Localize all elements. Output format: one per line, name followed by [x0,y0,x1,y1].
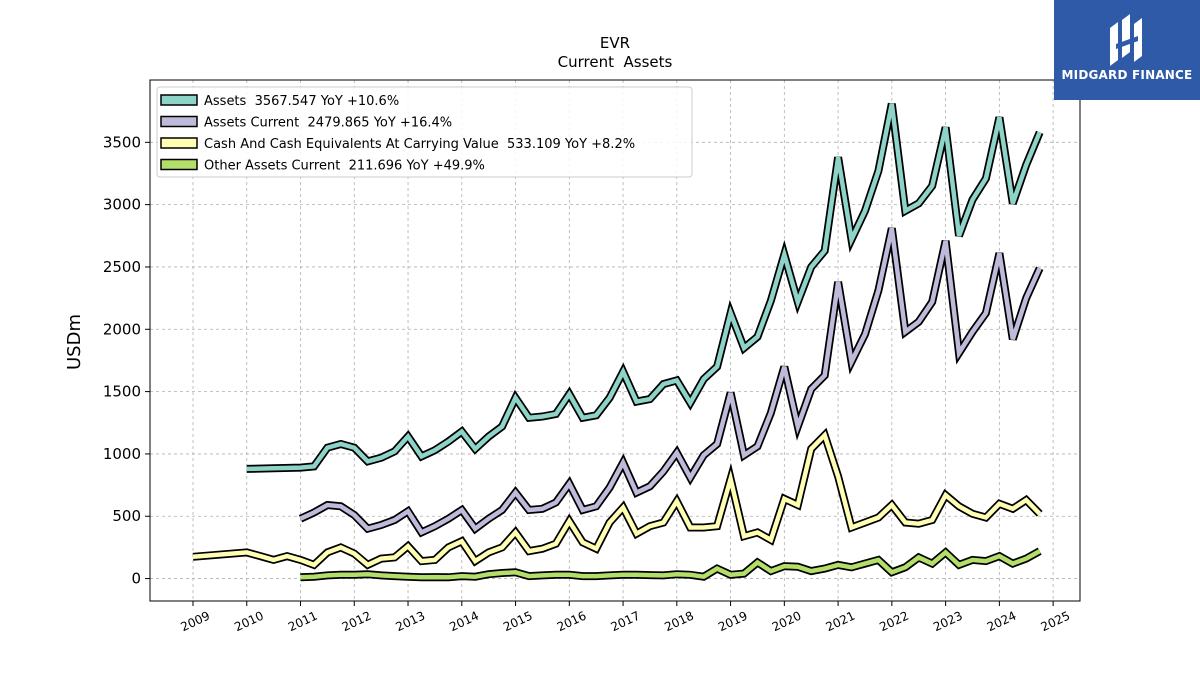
x-tick-label: 2009 [179,609,213,635]
x-tick-label: 2021 [824,609,858,635]
brand-name: MIDGARD FINANCE [1061,68,1193,82]
series-cash-and-cash-equivalents-at-carrying-value [192,427,1043,570]
legend-label: Other Assets Current 211.696 YoY +49.9% [204,159,485,174]
legend-swatch [160,94,198,106]
x-tick-label: 2011 [286,609,320,635]
y-tick-label: 0 [131,570,141,588]
y-tick-label: 3000 [103,196,141,214]
series-assets [246,102,1044,473]
y-tick-label: 1000 [103,445,141,463]
x-tick-label: 2023 [931,609,965,635]
x-tick-label: 2016 [555,609,589,635]
x-tick-label: 2014 [447,609,481,635]
x-tick-label: 2015 [501,609,535,635]
y-axis-label: USDm [64,314,85,370]
x-tick-label: 2024 [985,609,1019,635]
legend-swatch [160,158,198,171]
series-line [192,430,1042,568]
chart-subtitle: Current Assets [558,53,673,71]
x-tick-label: 2018 [662,609,696,635]
series-line [299,227,1042,536]
series-assets-current [298,227,1044,538]
x-tick-label: 2013 [394,609,428,635]
legend: Assets 3567.547 YoY +10.6% Assets Current… [156,86,693,178]
legend-swatch [160,115,198,128]
chart-title: EVR [600,34,630,52]
x-tick-label: 2017 [609,609,643,635]
plot-frame [149,79,1081,602]
series-line [300,549,1041,580]
x-tick-label: 2010 [232,609,266,635]
legend-swatch [160,137,198,149]
series-other-assets-current [300,547,1042,582]
x-tick-label: 2020 [770,609,804,635]
y-tick-label: 2000 [103,320,141,338]
y-tick-label: 500 [112,507,141,525]
legend-label: Cash And Cash Equivalents At Carrying Va… [204,137,635,152]
y-tick-label: 1500 [103,383,141,401]
midgard-finance-logo: MIDGARD FINANCE [1054,0,1200,100]
legend-label: Assets 3567.547 YoY +10.6% [204,94,399,109]
x-tick-label: 2019 [716,609,750,635]
logo-mark-icon [1110,14,1142,66]
y-tick-label: 3500 [103,133,141,151]
legend-label: Assets Current 2479.865 YoY +16.4% [204,116,452,131]
y-tick-label: 2500 [103,258,141,276]
series-line [246,103,1042,472]
x-tick-label: 2025 [1039,609,1073,635]
legend-box [156,86,693,178]
x-tick-label: 2012 [340,609,374,635]
x-tick-label: 2022 [877,609,911,635]
series-lines [192,102,1044,582]
